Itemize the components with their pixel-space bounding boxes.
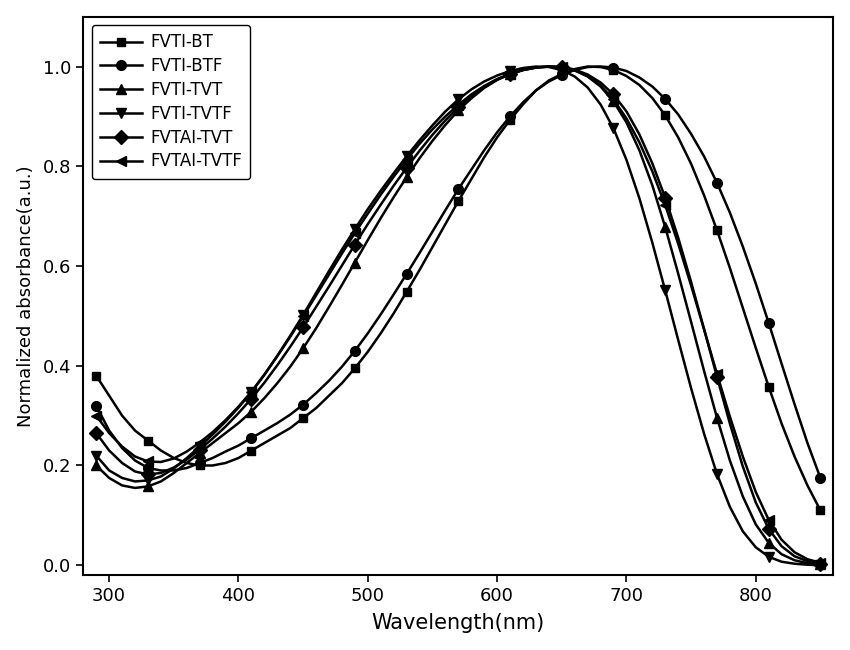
FVTI-BTF <box>91 402 101 410</box>
FVTI-BT <box>609 66 619 74</box>
FVTI-TVT <box>130 484 140 492</box>
FVTAI-TVT <box>401 164 411 172</box>
FVTAI-TVTF <box>130 452 140 460</box>
FVTI-TVTF <box>130 478 140 486</box>
FVTI-BT <box>596 63 606 71</box>
FVTAI-TVT <box>609 90 619 98</box>
FVTAI-TVTF <box>596 82 606 90</box>
Legend: FVTI-BT, FVTI-BTF, FVTI-TVT, FVTI-TVTF, FVTAI-TVT, FVTAI-TVTF: FVTI-BT, FVTI-BTF, FVTI-TVT, FVTI-TVTF, … <box>92 25 250 179</box>
FVTAI-TVT <box>91 429 101 437</box>
FVTI-TVT <box>815 560 825 568</box>
FVTI-BT <box>91 372 101 380</box>
FVTI-TVT <box>401 174 411 181</box>
X-axis label: Wavelength(nm): Wavelength(nm) <box>371 614 545 633</box>
FVTI-BTF <box>130 456 140 464</box>
FVTI-TVTF <box>91 452 101 460</box>
FVTAI-TVTF <box>544 62 554 70</box>
FVTI-BTF <box>582 63 592 71</box>
FVTI-BTF <box>285 411 295 419</box>
FVTAI-TVTF <box>609 96 619 103</box>
FVTAI-TVTF <box>401 156 411 164</box>
FVTAI-TVT <box>815 560 825 567</box>
FVTAI-TVTF <box>285 333 295 341</box>
FVTI-BT <box>582 62 592 70</box>
FVTAI-TVT <box>285 343 295 351</box>
FVTI-TVT <box>544 62 554 70</box>
Line: FVTI-TVTF: FVTI-TVTF <box>92 62 825 570</box>
FVTI-TVT <box>285 363 295 370</box>
Y-axis label: Normalized absorbance(a.u.): Normalized absorbance(a.u.) <box>17 165 35 427</box>
FVTAI-TVT <box>117 459 128 467</box>
FVTI-TVT <box>91 462 101 469</box>
Line: FVTI-BT: FVTI-BT <box>92 62 824 515</box>
FVTI-BTF <box>117 444 128 452</box>
FVTI-BTF <box>815 474 825 482</box>
FVTAI-TVTF <box>117 443 128 450</box>
Line: FVTAI-TVTF: FVTAI-TVTF <box>92 62 825 567</box>
Line: FVTI-BTF: FVTI-BTF <box>92 62 825 483</box>
FVTAI-TVT <box>596 79 606 86</box>
FVTI-TVTF <box>609 124 619 132</box>
FVTI-BT <box>401 288 411 296</box>
FVTI-TVTF <box>117 474 128 482</box>
Line: FVTAI-TVT: FVTAI-TVT <box>92 62 825 569</box>
FVTI-TVT <box>117 482 128 489</box>
FVTI-TVTF <box>530 62 541 70</box>
FVTI-BT <box>130 426 140 434</box>
FVTAI-TVTF <box>815 559 825 567</box>
FVTAI-TVTF <box>91 411 101 419</box>
FVTI-TVTF <box>596 101 606 109</box>
FVTI-BT <box>815 506 825 514</box>
FVTI-TVT <box>596 83 606 90</box>
FVTI-TVTF <box>815 562 825 569</box>
FVTI-BTF <box>596 62 606 70</box>
FVTI-TVTF <box>285 332 295 340</box>
FVTI-BTF <box>401 270 411 278</box>
FVTI-TVTF <box>401 152 411 160</box>
FVTAI-TVT <box>130 467 140 475</box>
FVTAI-TVT <box>544 62 554 70</box>
FVTI-TVT <box>609 98 619 105</box>
FVTI-BT <box>285 424 295 432</box>
FVTI-BT <box>117 411 128 419</box>
FVTI-BTF <box>609 64 619 72</box>
Line: FVTI-TVT: FVTI-TVT <box>92 62 825 569</box>
